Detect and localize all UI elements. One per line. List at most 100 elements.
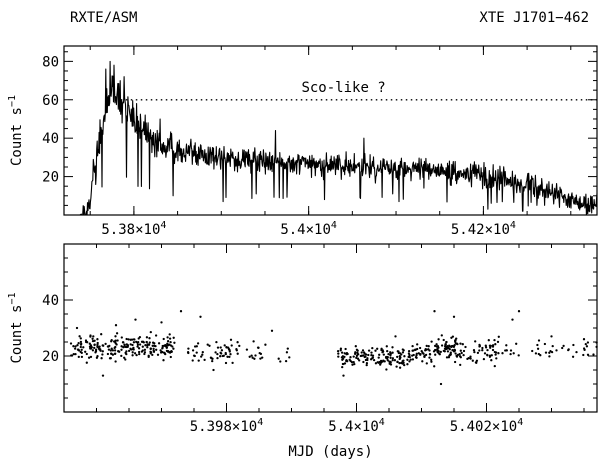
- data-point: [517, 310, 521, 313]
- data-point: [389, 361, 392, 364]
- data-point: [131, 343, 134, 347]
- data-point: [159, 349, 162, 352]
- data-point: [396, 350, 399, 353]
- data-point: [179, 310, 183, 313]
- data-point: [146, 344, 149, 347]
- data-point: [495, 357, 498, 360]
- data-point: [386, 359, 389, 362]
- sco-like-annotation: Sco-like ?: [301, 80, 385, 96]
- data-point: [229, 338, 233, 341]
- data-point: [362, 360, 365, 364]
- data-point: [172, 347, 175, 350]
- data-point: [259, 357, 262, 360]
- data-point: [165, 346, 168, 349]
- data-point: [284, 359, 288, 363]
- data-point: [478, 349, 481, 352]
- data-point: [167, 349, 170, 353]
- data-point: [77, 341, 80, 345]
- data-point: [80, 355, 84, 359]
- data-point: [445, 340, 448, 344]
- data-point: [411, 354, 414, 357]
- data-point: [259, 352, 263, 356]
- data-point: [145, 336, 149, 339]
- data-point: [544, 351, 548, 354]
- data-point: [279, 360, 282, 363]
- data-point: [131, 354, 134, 357]
- data-point: [221, 354, 224, 358]
- data-point: [101, 353, 104, 356]
- data-point: [225, 346, 228, 349]
- data-point: [155, 348, 158, 351]
- data-point: [447, 347, 450, 350]
- plot-frame: [63, 243, 598, 413]
- data-point: [164, 352, 167, 356]
- data-point: [110, 352, 113, 355]
- data-point: [358, 359, 361, 362]
- top-panel-light-curve: 5.38×104 5.4×104 5.42×104 20 40 60 80 Count s−1…: [7, 45, 598, 238]
- data-point: [487, 339, 490, 342]
- data-point: [191, 349, 195, 352]
- data-point: [582, 347, 586, 350]
- data-point: [406, 363, 409, 366]
- data-point: [123, 344, 126, 347]
- data-point: [398, 366, 402, 369]
- data-point: [245, 348, 249, 351]
- data-point: [435, 343, 438, 346]
- data-point: [401, 362, 404, 365]
- data-point: [453, 349, 456, 353]
- data-point: [448, 344, 451, 347]
- data-point: [425, 344, 428, 348]
- data-point: [418, 346, 422, 350]
- data-point: [459, 356, 462, 359]
- data-point: [231, 361, 234, 365]
- data-point: [152, 347, 155, 350]
- data-point: [129, 338, 132, 341]
- data-point: [115, 332, 119, 335]
- data-point: [572, 343, 575, 347]
- data-point: [138, 352, 141, 356]
- data-point: [148, 341, 151, 344]
- data-point: [145, 340, 148, 344]
- data-point: [458, 353, 461, 356]
- data-point: [132, 346, 135, 350]
- data-point: [344, 347, 347, 351]
- data-point: [378, 353, 381, 356]
- data-point: [548, 355, 551, 358]
- data-point: [168, 333, 171, 336]
- data-point: [459, 342, 462, 345]
- data-point: [98, 345, 101, 348]
- data-point: [453, 360, 457, 364]
- data-point: [469, 357, 472, 360]
- data-point: [149, 347, 152, 350]
- data-point: [96, 355, 99, 358]
- y-tick-label: 20: [42, 170, 59, 186]
- data-point: [361, 349, 365, 352]
- data-point: [102, 344, 105, 347]
- x-tick-label: 5.42×104: [451, 220, 516, 238]
- data-point: [122, 346, 125, 349]
- data-point: [136, 345, 139, 348]
- data-point: [454, 338, 457, 342]
- data-point: [411, 358, 415, 361]
- data-point: [120, 345, 123, 348]
- data-point: [494, 343, 497, 346]
- data-point: [228, 355, 231, 359]
- data-point: [121, 341, 125, 344]
- data-point: [96, 341, 99, 345]
- data-point: [354, 345, 357, 348]
- data-point: [555, 349, 558, 352]
- data-point: [72, 345, 75, 348]
- data-point: [442, 338, 445, 342]
- data-point: [462, 349, 466, 353]
- data-point: [436, 349, 440, 352]
- data-point: [411, 349, 414, 352]
- data-point: [531, 349, 534, 353]
- data-point: [236, 352, 239, 355]
- x-axis-label: MJD (days): [288, 444, 372, 460]
- data-point: [446, 350, 450, 353]
- data-point: [345, 359, 348, 362]
- data-point: [493, 338, 496, 342]
- data-point: [430, 358, 433, 361]
- data-point: [345, 351, 349, 355]
- data-point: [337, 352, 340, 355]
